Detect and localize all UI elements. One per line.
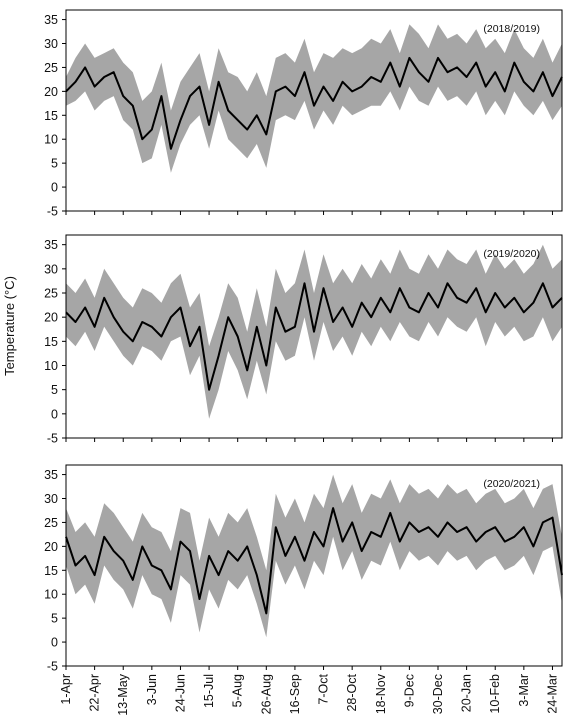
y-tick-label: 10 (44, 133, 58, 147)
mean-line (65, 56, 563, 150)
panel-season-label: (2020/2021) (483, 478, 540, 490)
y-tick-label: 30 (44, 262, 58, 276)
chart-panels: -5 0 5 10 15 20 25 30 35 (2018/2019) -5 0 5 10 15 20 25 3… (44, 9, 563, 674)
x-tick-label: 26-Aug (259, 674, 273, 714)
min-max-band (66, 474, 562, 638)
panel-2: -5 0 5 10 15 20 25 30 35 (2019/2020) (44, 234, 563, 446)
plot-frame (65, 234, 563, 439)
y-tick-label: 35 (44, 238, 58, 252)
x-tick-label: 28-Oct (345, 673, 359, 711)
y-tick-label: 25 (44, 287, 58, 301)
x-tick-label: 16-Sep (288, 674, 302, 714)
x-tick-label: 24-Mar (546, 674, 560, 714)
y-tick-label: 25 (44, 516, 58, 530)
y-tick-label: 10 (44, 359, 58, 373)
plot-frame (65, 9, 563, 212)
x-tick-label: 3-Jun (145, 674, 159, 705)
y-tick-label: 35 (44, 13, 58, 27)
y-tick-label: 0 (51, 407, 58, 421)
min-max-band (66, 24, 562, 173)
y-tick-label: 5 (51, 383, 58, 397)
x-tick-label: 15-Jul (202, 674, 216, 708)
panel-3: -5 0 5 10 15 20 25 30 35 (2020/2021) (44, 464, 563, 674)
x-tick-label: 3-Mar (517, 674, 531, 707)
y-tick-label: 20 (44, 311, 58, 325)
x-tick-label: 10-Feb (488, 674, 502, 714)
x-tick-label: 5-Aug (231, 674, 245, 707)
y-tick-label: 25 (44, 61, 58, 75)
x-tick-label: 18-Nov (374, 673, 388, 714)
y-tick-label: 5 (51, 157, 58, 171)
mean-line (65, 282, 563, 391)
y-tick-label: -5 (47, 660, 58, 674)
y-tick-label: 15 (44, 335, 58, 349)
x-tick-label: 30-Dec (431, 674, 445, 714)
panel-season-label: (2018/2019) (483, 23, 540, 35)
y-tick-label: 15 (44, 564, 58, 578)
x-tick-label: 22-Apr (88, 674, 102, 712)
panel-1: -5 0 5 10 15 20 25 30 35 (2018/2019) (44, 9, 563, 219)
y-tick-label: 5 (51, 612, 58, 626)
y-tick-label: 30 (44, 492, 58, 506)
y-tick-label: -5 (47, 205, 58, 219)
mean-line (65, 507, 563, 615)
x-tick-label: 1-Apr (59, 674, 73, 705)
y-tick-label: 10 (44, 588, 58, 602)
y-tick-label: 20 (44, 540, 58, 554)
x-tick-label: 24-Jun (174, 674, 188, 712)
x-tick-label: 9-Dec (402, 674, 416, 707)
x-tick-label: 13-May (116, 673, 130, 715)
y-tick-label: 0 (51, 636, 58, 650)
plot-frame (65, 464, 563, 667)
y-tick-label: 20 (44, 85, 58, 99)
y-tick-label: 15 (44, 109, 58, 123)
y-axis-label: Temperature (°C) (2, 276, 17, 376)
y-tick-label: 0 (51, 181, 58, 195)
x-axis-tick-labels: 1-Apr 22-Apr 13-May 3-Jun 24-Jun 15-Jul 5-Aug 2… (59, 673, 560, 715)
panel-season-label: (2019/2020) (483, 248, 540, 260)
x-tick-label: 7-Oct (317, 673, 331, 704)
y-tick-label: 35 (44, 468, 58, 482)
x-tick-label: 20-Jan (460, 674, 474, 712)
y-tick-label: 30 (44, 37, 58, 51)
y-tick-label: -5 (47, 432, 58, 446)
